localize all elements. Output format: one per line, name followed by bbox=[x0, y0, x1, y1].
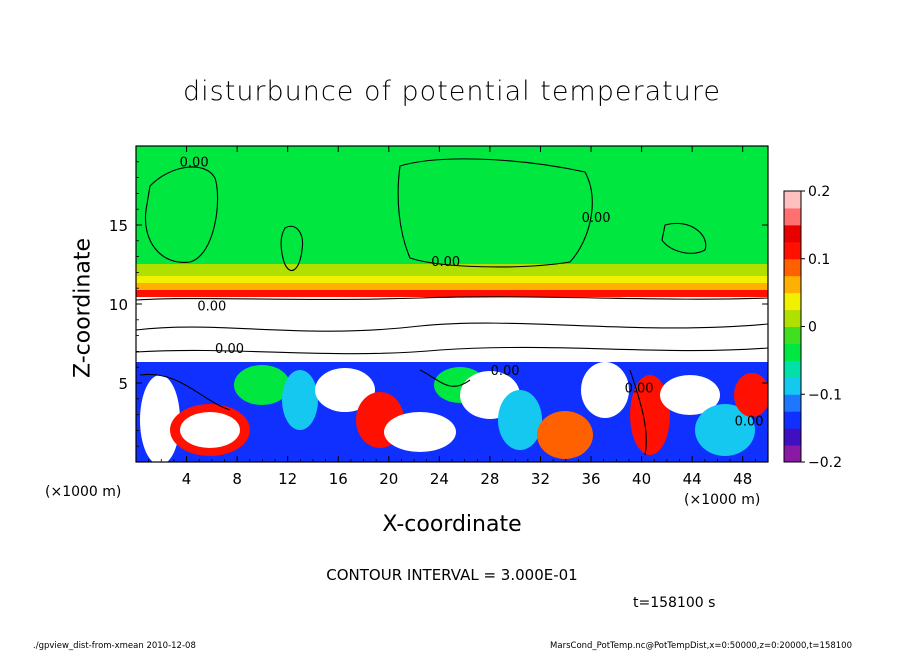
x-tick-label: 16 bbox=[329, 470, 348, 488]
x-tick-label: 12 bbox=[278, 470, 297, 488]
y-axis-label: Z-coordinate bbox=[70, 238, 96, 378]
chart-title: disturbunce of potential temperature bbox=[183, 76, 721, 107]
contour-line bbox=[139, 373, 231, 411]
contour-line bbox=[397, 158, 593, 268]
cell bbox=[695, 404, 755, 456]
colorbar-swatch bbox=[784, 377, 801, 395]
contour-line bbox=[136, 296, 768, 301]
colorbar: 0.2 0.1 0 −0.1 −0.2 bbox=[783, 184, 842, 471]
cell bbox=[315, 368, 375, 412]
colorbar-swatch bbox=[784, 292, 801, 311]
contour-line bbox=[629, 369, 647, 456]
contour-label: 0.00 bbox=[180, 156, 209, 171]
colorbar-tick-label: −0.2 bbox=[808, 455, 842, 471]
cell bbox=[234, 365, 290, 405]
turbulent-layer bbox=[136, 297, 768, 365]
x-tick-label: 48 bbox=[733, 470, 752, 488]
x-tick-label: 44 bbox=[683, 470, 702, 488]
colorbar-swatch bbox=[784, 191, 801, 209]
contour-line bbox=[136, 346, 768, 355]
cell bbox=[537, 411, 593, 459]
contour-line bbox=[661, 222, 707, 254]
colorbar-swatch bbox=[784, 207, 801, 226]
x-unit-right: (×1000 m) bbox=[684, 492, 761, 508]
convective-cells bbox=[140, 362, 768, 462]
x-axis: 4 8 12 16 20 24 28 32 36 40 44 48 bbox=[148, 146, 756, 488]
x-tick-label: 36 bbox=[581, 470, 600, 488]
x-tick-label: 8 bbox=[232, 470, 242, 488]
color-field: 0.00 0.00 0.00 0.00 0.00 0.00 0.00 0.00 bbox=[136, 146, 768, 462]
colorbar-swatch bbox=[784, 258, 801, 277]
colorbar-swatch bbox=[784, 394, 801, 412]
y-tick-label: 5 bbox=[118, 375, 128, 393]
footer-right: MarsCond_PotTemp.nc@PotTempDist,x=0:5000… bbox=[550, 641, 852, 651]
cell bbox=[140, 375, 180, 462]
colorbar-swatch bbox=[784, 275, 801, 294]
cell bbox=[498, 390, 542, 450]
cell bbox=[384, 412, 456, 452]
contour-line bbox=[144, 166, 219, 263]
colorbar-swatch bbox=[784, 309, 801, 327]
contour-interval-note: CONTOUR INTERVAL = 3.000E-01 bbox=[326, 566, 578, 584]
contour-label: 0.00 bbox=[431, 255, 460, 270]
x-tick-label: 20 bbox=[379, 470, 398, 488]
colorbar-tick-label: −0.1 bbox=[808, 387, 842, 403]
x-tick-label: 32 bbox=[531, 470, 550, 488]
cell bbox=[180, 412, 240, 448]
contour-labels: 0.00 0.00 0.00 0.00 0.00 0.00 0.00 0.00 bbox=[180, 156, 764, 430]
cell bbox=[581, 362, 629, 418]
contour-label: 0.00 bbox=[491, 364, 520, 379]
colorbar-swatch bbox=[784, 445, 801, 463]
cell bbox=[734, 373, 768, 417]
y-axis: 5 10 15 bbox=[109, 161, 768, 447]
contour-label: 0.00 bbox=[582, 211, 611, 226]
cell bbox=[660, 375, 720, 415]
x-axis-label: X-coordinate bbox=[382, 512, 522, 537]
contour-line bbox=[419, 369, 471, 387]
contour-line bbox=[136, 322, 768, 332]
contour-lines bbox=[136, 158, 768, 456]
contour-line bbox=[280, 225, 304, 272]
contour-label: 0.00 bbox=[215, 342, 244, 357]
warm-band-yellow bbox=[136, 276, 768, 286]
time-label: t=158100 s bbox=[633, 595, 716, 611]
contour-label: 0.00 bbox=[625, 381, 654, 396]
colorbar-swatch bbox=[784, 428, 801, 446]
colorbar-swatch bbox=[784, 360, 801, 378]
contour-label: 0.00 bbox=[735, 415, 764, 430]
y-tick-label: 10 bbox=[109, 296, 128, 314]
x-tick-label: 40 bbox=[632, 470, 651, 488]
colorbar-swatch bbox=[784, 224, 801, 243]
cell bbox=[282, 370, 318, 430]
y-tick-label: 15 bbox=[109, 217, 128, 235]
colorbar-tick-label: 0 bbox=[808, 320, 817, 336]
warm-band-red bbox=[136, 290, 768, 298]
colorbar-swatch bbox=[784, 326, 801, 344]
contour-label: 0.00 bbox=[197, 299, 226, 314]
x-unit-left: (×1000 m) bbox=[45, 484, 122, 500]
colorbar-swatch bbox=[784, 241, 801, 260]
colorbar-swatch bbox=[784, 343, 801, 361]
warm-band-orange bbox=[136, 283, 768, 291]
x-tick-label: 24 bbox=[430, 470, 449, 488]
colorbar-swatch bbox=[784, 411, 801, 429]
colorbar-tick-label: 0.2 bbox=[808, 184, 830, 200]
x-tick-label: 28 bbox=[480, 470, 499, 488]
footer-left: ./gpview_dist-from-xmean 2010-12-08 bbox=[33, 641, 196, 651]
x-tick-label: 4 bbox=[182, 470, 192, 488]
colorbar-tick-label: 0.1 bbox=[808, 252, 830, 268]
